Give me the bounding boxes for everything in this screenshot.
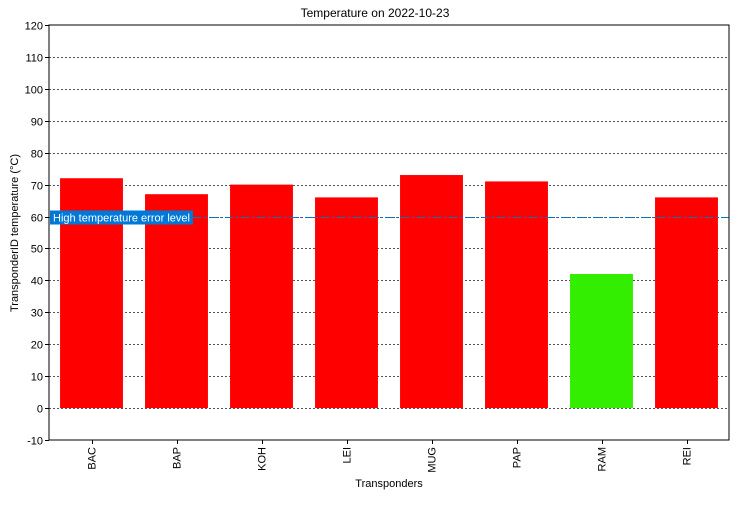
bar-rei	[655, 197, 718, 409]
y-tick-label: 20	[31, 340, 43, 352]
y-tick-label: 90	[31, 117, 43, 129]
x-tick-label: LEI	[342, 447, 354, 464]
x-axis-ticks: BAC BAP KOH LEI MUG PAP RAM REI	[87, 440, 694, 473]
bar-ram	[570, 274, 633, 409]
x-tick-label: REI	[682, 447, 694, 465]
chart-title: Temperature on 2022-10-23	[301, 6, 450, 20]
x-axis-label: Transponders	[355, 478, 423, 490]
x-tick-label: RAM	[597, 447, 609, 471]
y-tick-label: 10	[31, 372, 43, 384]
y-tick-label: 80	[31, 149, 43, 161]
y-tick-label: 70	[31, 181, 43, 193]
x-tick-label: BAP	[172, 447, 184, 469]
threshold-label-background	[50, 210, 193, 225]
x-tick-label: PAP	[512, 447, 524, 468]
bar-lei	[315, 197, 378, 409]
threshold-label: High temperature error level	[53, 213, 190, 225]
y-tick-label: 50	[31, 244, 43, 256]
y-tick-label: 40	[31, 276, 43, 288]
x-tick-label: BAC	[87, 447, 99, 470]
threshold-group: High temperature error level	[49, 210, 729, 225]
x-tick-label: MUG	[427, 447, 439, 473]
plot-frame	[48, 24, 730, 441]
y-axis-label: TransponderID temperature (°C)	[9, 154, 21, 312]
bar-group	[60, 175, 718, 409]
y-axis-ticks: -10 0 10 20 30 40 50 60 70 80 90 100 110 120	[25, 21, 49, 448]
bar-bap	[145, 194, 208, 409]
y-tick-label: 110	[25, 53, 43, 65]
bar-koh	[230, 184, 293, 409]
y-tick-label: 0	[37, 404, 43, 416]
bar-mug	[400, 175, 463, 409]
y-tick-label: 30	[31, 308, 43, 320]
y-tick-label: 100	[25, 85, 43, 97]
y-tick-label: 60	[31, 213, 43, 225]
bar-pap	[485, 181, 548, 409]
y-tick-label: -10	[27, 436, 43, 448]
y-tick-label: 120	[25, 21, 43, 33]
x-tick-label: KOH	[257, 447, 269, 471]
